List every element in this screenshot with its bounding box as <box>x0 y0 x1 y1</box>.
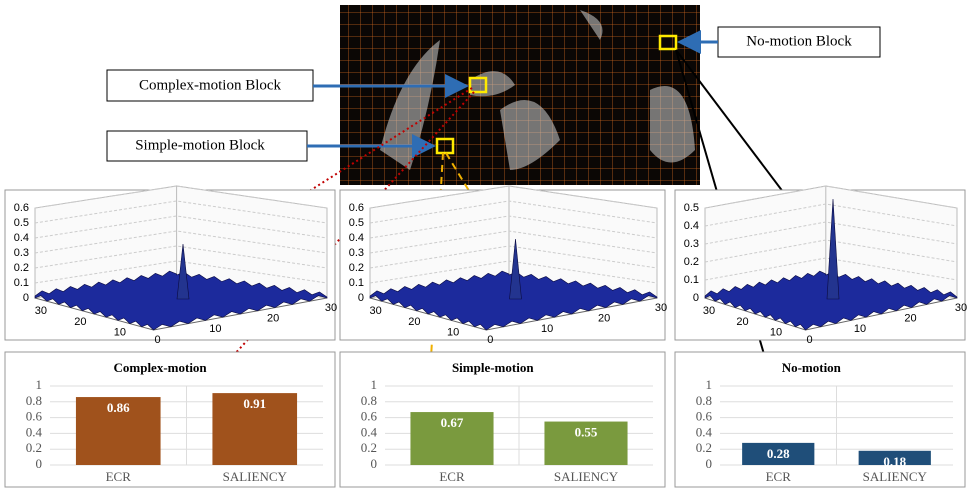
y-tick-label: 0 <box>487 334 493 346</box>
y-tick-label: 0 <box>154 334 160 346</box>
z-tick-label: 0.3 <box>684 238 699 250</box>
block-label: No-motion Block <box>746 33 852 49</box>
z-tick-label: 0.1 <box>349 277 364 289</box>
x-tick-label: 20 <box>74 316 86 328</box>
chart-title: No-motion <box>782 360 842 375</box>
y-tick-label: 20 <box>904 313 916 325</box>
y-tick-label: 10 <box>209 323 221 335</box>
block-label: Simple-motion Block <box>135 137 265 153</box>
y-tick-label: 0.2 <box>696 440 712 455</box>
y-tick-label: 0 <box>36 456 43 471</box>
z-tick-label: 0.2 <box>684 256 699 268</box>
value-label: 0.28 <box>767 446 790 461</box>
y-tick-label: 0.6 <box>696 409 713 424</box>
y-tick-label: 30 <box>655 302 667 314</box>
z-tick-label: 0 <box>358 292 364 304</box>
x-tick-label: SALIENCY <box>863 469 928 484</box>
y-tick-label: 1 <box>371 377 378 392</box>
y-tick-label: 0.8 <box>26 393 42 408</box>
y-tick-label: 0 <box>806 334 812 346</box>
y-tick-label: 0 <box>371 456 378 471</box>
value-label: 0.67 <box>441 415 464 430</box>
x-tick-label: 30 <box>370 305 382 317</box>
x-tick-label: ECR <box>766 469 792 484</box>
y-tick-label: 20 <box>267 313 279 325</box>
z-tick-label: 0.5 <box>349 217 364 229</box>
motion-frame <box>340 5 700 185</box>
y-tick-label: 0.2 <box>26 440 42 455</box>
z-tick-label: 0.4 <box>14 232 29 244</box>
x-tick-label: 20 <box>736 316 748 328</box>
z-tick-label: 0.3 <box>14 247 29 259</box>
y-tick-label: 0.2 <box>361 440 377 455</box>
y-tick-label: 0.6 <box>26 409 43 424</box>
x-tick-label: ECR <box>106 469 132 484</box>
z-tick-label: 0 <box>693 292 699 304</box>
y-tick-label: 0 <box>706 456 713 471</box>
z-tick-label: 0.3 <box>349 247 364 259</box>
chart-title: Complex-motion <box>114 360 208 375</box>
z-tick-label: 0.5 <box>684 202 699 214</box>
z-tick-label: 0.2 <box>349 262 364 274</box>
y-tick-label: 0.8 <box>361 393 377 408</box>
x-tick-label: 10 <box>447 326 459 338</box>
z-tick-label: 0.1 <box>684 274 699 286</box>
y-tick-label: 0.4 <box>361 424 378 439</box>
x-tick-label: SALIENCY <box>223 469 288 484</box>
value-label: 0.86 <box>107 400 130 415</box>
x-tick-label: 20 <box>408 316 420 328</box>
x-tick-label: 30 <box>703 305 715 317</box>
y-tick-label: 0.8 <box>696 393 712 408</box>
z-tick-label: 0 <box>23 292 29 304</box>
y-tick-label: 10 <box>854 323 866 335</box>
y-tick-label: 30 <box>325 302 337 314</box>
value-label: 0.55 <box>575 425 598 440</box>
block-label: Complex-motion Block <box>139 77 282 93</box>
y-tick-label: 0.4 <box>26 424 43 439</box>
chart-title: Simple-motion <box>452 360 534 375</box>
z-tick-label: 0.4 <box>684 220 699 232</box>
z-tick-label: 0.4 <box>349 232 364 244</box>
x-tick-label: 10 <box>770 326 782 338</box>
x-tick-label: ECR <box>439 469 465 484</box>
z-tick-label: 0.5 <box>14 217 29 229</box>
z-tick-label: 0.2 <box>14 262 29 274</box>
z-tick-label: 0.6 <box>349 202 364 214</box>
value-label: 0.91 <box>243 396 266 411</box>
x-tick-label: SALIENCY <box>554 469 619 484</box>
figure: Complex-motion Block Simple-motion Block… <box>0 0 970 489</box>
value-label: 0.18 <box>883 454 906 469</box>
y-tick-label: 0.6 <box>361 409 378 424</box>
z-tick-label: 0.6 <box>14 202 29 214</box>
y-tick-label: 1 <box>706 377 713 392</box>
x-tick-label: 10 <box>114 326 126 338</box>
y-tick-label: 10 <box>541 323 553 335</box>
y-tick-label: 20 <box>598 313 610 325</box>
z-tick-label: 0.1 <box>14 277 29 289</box>
y-tick-label: 1 <box>36 377 43 392</box>
x-tick-label: 30 <box>35 305 47 317</box>
y-tick-label: 0.4 <box>696 424 713 439</box>
y-tick-label: 30 <box>955 302 967 314</box>
